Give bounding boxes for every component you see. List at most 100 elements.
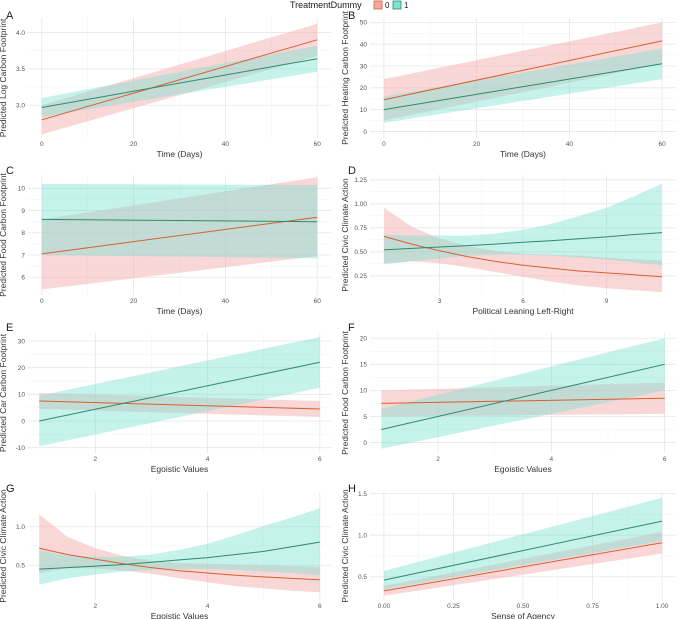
x-tick-label: 40 [566, 141, 574, 148]
y-axis-label: Predicted Civic Climate Action [340, 178, 350, 292]
y-tick-label: 0 [363, 129, 367, 136]
panel-letter: H [348, 483, 356, 495]
x-tick-label: 0.50 [517, 603, 530, 610]
y-tick-label: 3.5 [16, 66, 25, 73]
x-tick-label: 0 [40, 298, 44, 305]
y-axis-label: Predicted Heating Carbon Footprint [340, 11, 350, 145]
y-axis-label: Predicted Civic Climate Action [0, 489, 8, 603]
legend-key-0 [373, 0, 383, 10]
ci-ribbon-c-1 [41, 183, 318, 259]
series-line-c-1 [41, 218, 318, 223]
x-tick-label: 9 [605, 298, 609, 305]
series-line-a-0 [41, 39, 318, 121]
series-line-c-0 [41, 216, 318, 255]
y-axis-label: Predicted Food Carbon Footprint [0, 172, 8, 296]
y-tick-label: 0.5 [16, 563, 25, 570]
panel-letter: A [6, 10, 14, 22]
x-tick-label: 60 [314, 298, 322, 305]
y-tick-label: 1.25 [354, 177, 367, 184]
x-tick-label: 4 [206, 603, 210, 610]
y-tick-label: 0.5 [358, 574, 367, 581]
legend-entry-0: 0 [373, 0, 390, 10]
panel-letter: B [348, 10, 355, 22]
series-line-e-1 [39, 361, 320, 422]
ci-ribbon-a-0 [41, 23, 318, 135]
panel-letter: D [348, 165, 356, 177]
x-tick-label: 40 [222, 141, 230, 148]
x-tick-label: 40 [222, 298, 230, 305]
y-tick-label: 3.0 [16, 103, 25, 110]
panel-g: 2 4 6 0.5 1.0 G Egoistic Values Predicted Civic… [0, 483, 331, 619]
x-axis-label: Egoistic Values [151, 611, 208, 619]
ci-ribbon-f-1 [381, 338, 665, 449]
x-axis-label: Political Leaning Left-Right [472, 306, 574, 316]
ci-ribbon-b-0 [383, 22, 663, 121]
x-axis-label: Egoistic Values [494, 464, 551, 474]
plot-area [383, 22, 663, 123]
y-tick-label: 0.25 [354, 273, 367, 280]
panel-c: 0 20 40 60 6 7 8 9 10 C Time (Days) Predicted Food … [0, 165, 331, 316]
y-tick-label: 5 [363, 414, 367, 421]
panel-letter: E [6, 322, 13, 334]
x-axis-label: Time (Days) [157, 306, 203, 316]
y-tick-label: 0.50 [354, 249, 367, 256]
y-tick-label: 40 [360, 41, 368, 48]
panel-letter: G [6, 483, 15, 495]
panel-d: 3 6 9 0.25 0.50 0.75 1.00 1.25D Political Leanin… [340, 165, 676, 316]
panel-b: 0 20 40 60 0 10 20 30 40 50 B Time (Days) Predicted … [340, 10, 676, 159]
x-tick-label: 4 [206, 456, 210, 463]
legend-entry-1: 1 [392, 0, 409, 10]
panel-e: 2 4 6 -10 0 10 20 30 E Egoistic Values Predicted C… [0, 322, 331, 474]
panel-a: 0 20 40 60 3.0 3.5 4.0 A Time (Days) Predicted Lo… [0, 10, 331, 159]
y-tick-label: 30 [360, 63, 368, 70]
series-line-e-0 [39, 400, 320, 410]
x-tick-label: 0 [382, 141, 386, 148]
y-tick-label: 10 [18, 392, 26, 399]
legend-key-1 [392, 0, 402, 10]
y-tick-label: 4.0 [16, 30, 25, 37]
series-line-b-0 [383, 40, 663, 101]
x-tick-label: 60 [658, 141, 666, 148]
x-axis-label: Sense of Agency [491, 611, 556, 619]
legend: TreatmentDummy 0 1 [290, 0, 409, 10]
ci-ribbon-g-0 [39, 514, 320, 593]
y-tick-label: 20 [360, 336, 368, 343]
x-tick-label: 6 [318, 456, 322, 463]
x-tick-label: 0.25 [447, 603, 460, 610]
ci-ribbon-d-1 [383, 183, 663, 266]
x-tick-label: 1.00 [656, 603, 669, 610]
ci-ribbon-a-1 [41, 45, 318, 117]
y-tick-label: 1.5 [358, 491, 367, 498]
y-tick-label: 7 [21, 252, 25, 259]
y-tick-label: 9 [21, 208, 25, 215]
y-tick-label: 1.00 [354, 201, 367, 208]
plot-area [41, 23, 318, 135]
y-tick-label: 20 [360, 85, 368, 92]
legend-label-1: 1 [404, 1, 409, 10]
y-axis-label: Predicted Log Carbon Footprint [0, 18, 8, 137]
y-tick-label: 30 [18, 338, 26, 345]
panel-letter: C [6, 165, 14, 177]
x-tick-label: 20 [130, 141, 138, 148]
y-tick-label: 8 [21, 230, 25, 237]
series-line-h-0 [383, 542, 663, 592]
x-tick-label: 2 [94, 603, 98, 610]
y-tick-label: 50 [360, 20, 368, 27]
y-tick-label: 0.75 [354, 225, 367, 232]
series-line-f-0 [381, 397, 665, 404]
y-tick-label: 15 [360, 362, 368, 369]
panel-letter: F [348, 322, 355, 334]
ci-ribbon-h-0 [383, 531, 663, 596]
x-tick-label: 6 [318, 603, 322, 610]
y-tick-label: 6 [21, 275, 25, 282]
y-tick-label: -10 [16, 445, 26, 452]
plot-area [41, 177, 318, 290]
ci-ribbon-c-0 [41, 177, 318, 290]
y-tick-label: 10 [18, 186, 26, 193]
ci-ribbon-d-0 [383, 207, 663, 293]
x-tick-label: 6 [663, 456, 667, 463]
plot-area [381, 338, 665, 449]
y-axis-label: Predicted Civic Climate Action [340, 489, 350, 603]
